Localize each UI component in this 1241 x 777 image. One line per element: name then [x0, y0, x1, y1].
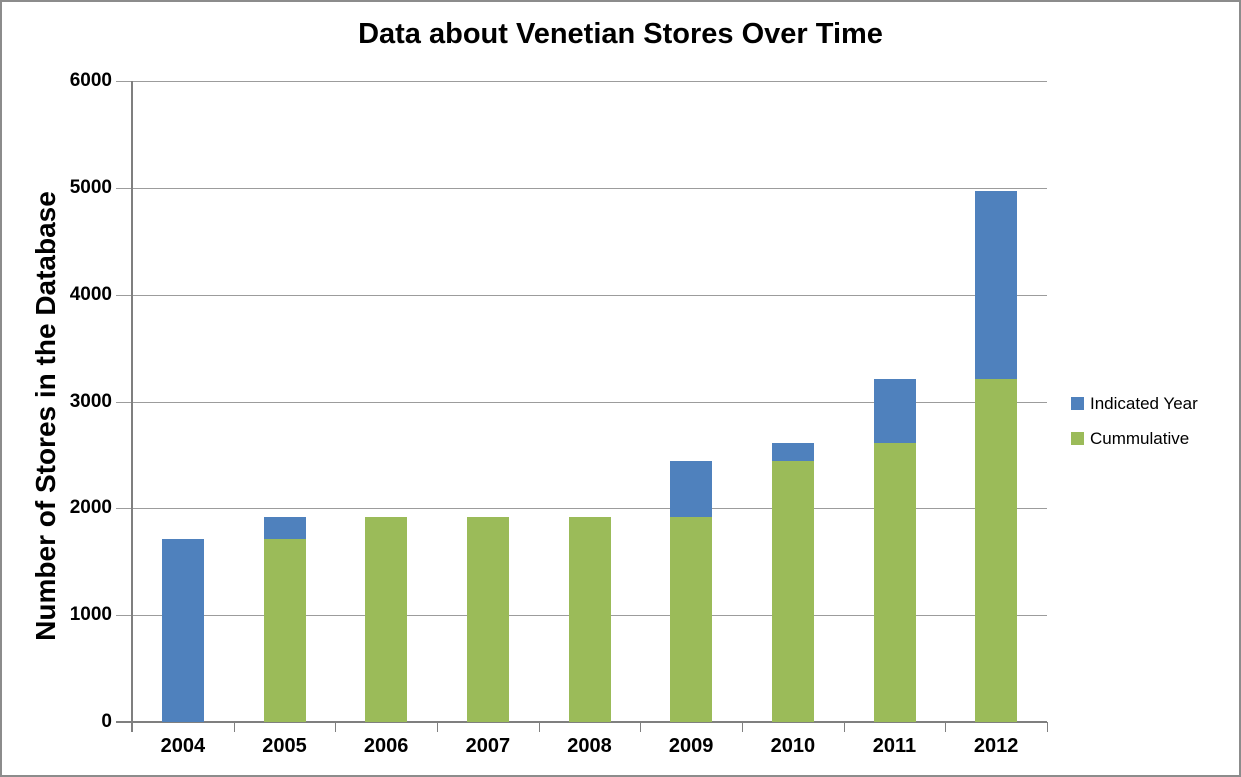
legend-label: Indicated Year [1090, 393, 1198, 413]
y-axis-tick-label: 3000 [69, 390, 112, 412]
legend-swatch-cummulative [1071, 432, 1084, 445]
x-axis-tick-label: 2005 [262, 735, 307, 757]
x-axis-tick [1047, 722, 1048, 732]
x-axis-tick [640, 722, 642, 732]
x-axis-tick [335, 722, 337, 732]
legend-label: Cummulative [1090, 428, 1190, 448]
x-axis-tick-label: 2006 [363, 735, 409, 757]
x-axis-tick [742, 722, 743, 732]
bar-2011-indicated-year [873, 378, 916, 443]
bar-2005-indicated-year [263, 516, 306, 540]
x-axis-tick-label: 2008 [567, 735, 612, 757]
x-axis-tick-label: 2009 [668, 735, 714, 757]
x-axis-tick [132, 722, 133, 732]
x-axis-tick [233, 722, 235, 732]
x-axis-tick-label: 2011 [872, 735, 917, 757]
y-axis-tick-label: 1000 [69, 604, 112, 626]
x-axis-tick-label: 2010 [770, 735, 816, 757]
bar-2011-cummulative [873, 442, 916, 722]
y-axis-tick-label: 2000 [69, 497, 112, 519]
bar-2012-indicated-year [975, 191, 1018, 379]
bar-2008-cummulative [568, 516, 611, 722]
bar-2007-cummulative [466, 516, 509, 722]
x-axis-tick-label: 2012 [973, 735, 1019, 757]
gridline-6000 [116, 81, 1047, 82]
x-axis-tick [437, 722, 438, 732]
x-axis-tick [945, 722, 947, 732]
gridline-5000 [116, 187, 1047, 189]
y-axis-tick-label: 0 [101, 711, 112, 732]
legend-swatch-indicated-year [1071, 397, 1084, 410]
y-axis-tick-label: 6000 [69, 70, 112, 91]
bar-2009-cummulative [670, 516, 713, 722]
gridline-4000 [116, 294, 1047, 296]
chart-title: Data about Venetian Stores Over Time [358, 18, 883, 50]
bar-2010-cummulative [771, 460, 814, 722]
gridline-2000 [116, 508, 1047, 510]
bar-2010-indicated-year [771, 442, 814, 461]
y-axis-tick-label: 5000 [69, 176, 112, 198]
legend-item-indicated-year: Indicated Year [1066, 386, 1198, 421]
gridline-3000 [116, 401, 1047, 403]
y-axis-line [131, 81, 133, 732]
bar-2006-cummulative [365, 516, 408, 722]
bar-2012-cummulative [975, 378, 1018, 722]
x-axis-tick [843, 722, 845, 732]
bar-2005-cummulative [263, 539, 306, 722]
legend: Indicated Year Cummulative [1066, 386, 1198, 456]
x-axis-tick [538, 722, 540, 732]
x-axis-line [116, 721, 1047, 723]
x-axis-tick-label: 2004 [160, 735, 206, 757]
bar-2009-indicated-year [670, 460, 713, 517]
legend-item-cummulative: Cummulative [1066, 421, 1198, 456]
x-axis-tick-label: 2007 [465, 735, 511, 757]
bar-2004-indicated-year [161, 539, 204, 722]
y-axis-tick-label: 4000 [69, 283, 112, 305]
y-axis-title: Number of Stores in the Database [30, 191, 61, 641]
